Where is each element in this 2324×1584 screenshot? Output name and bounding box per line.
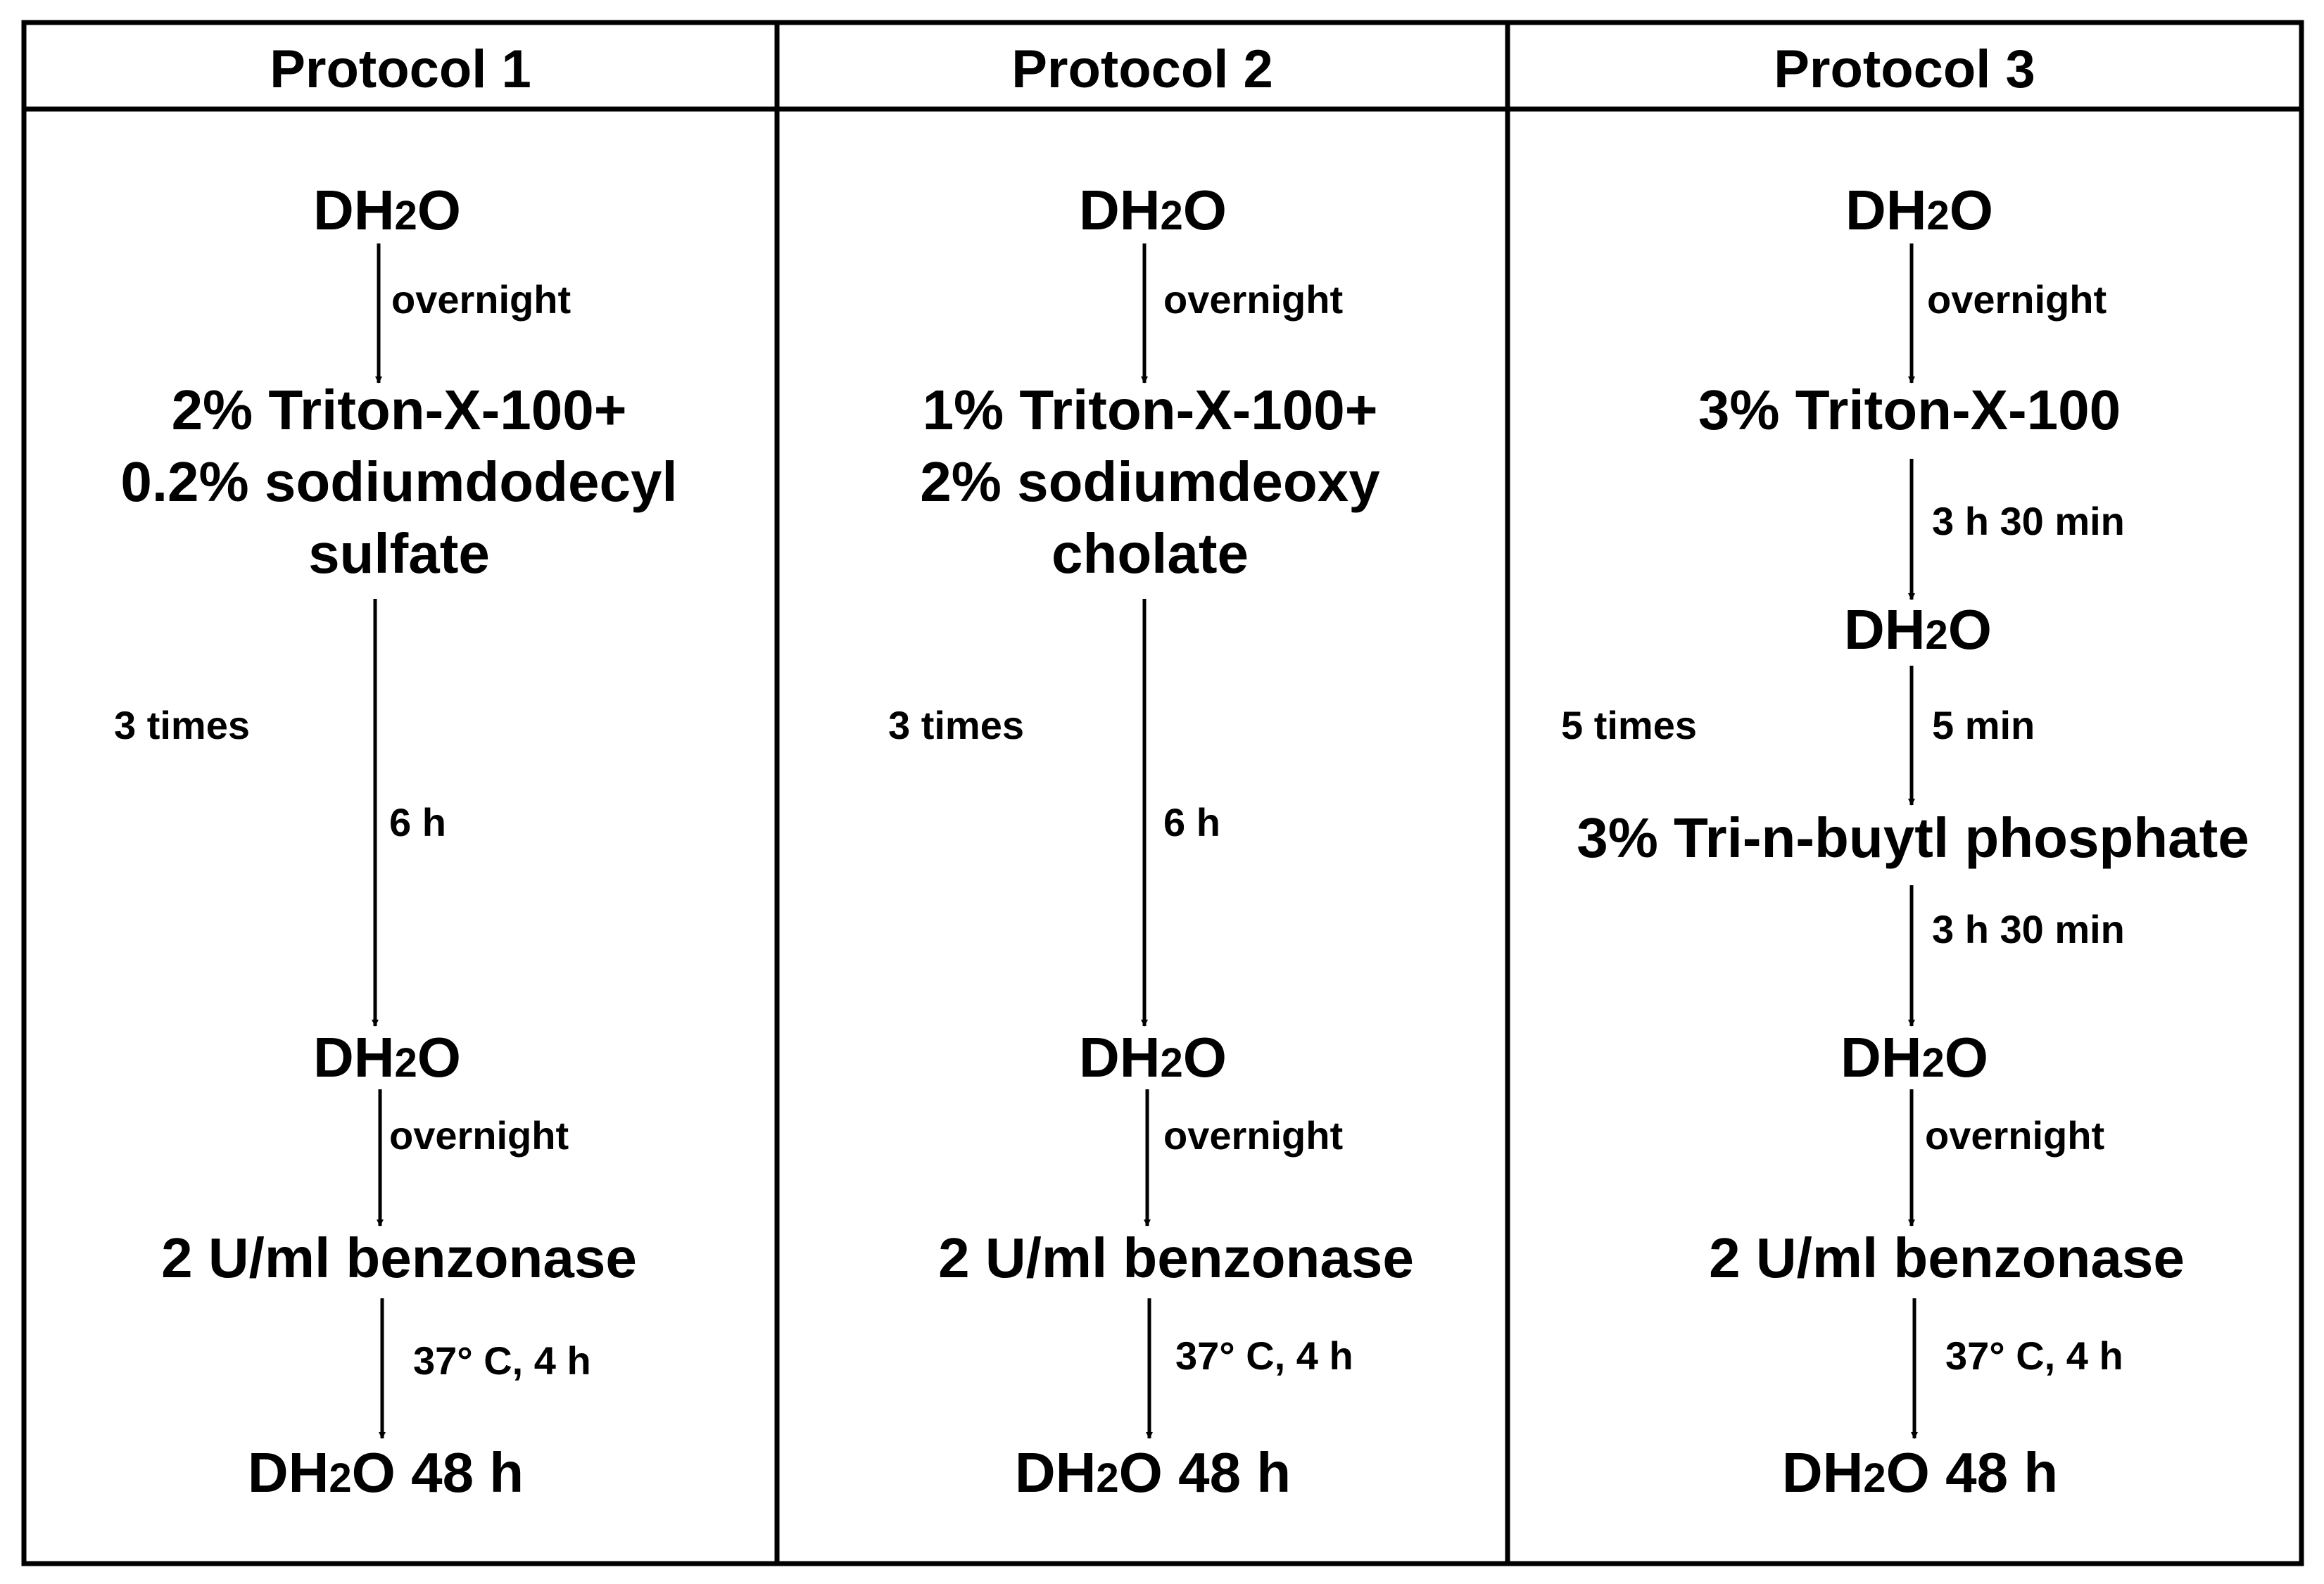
step-reagent: 1% Triton-X-100+ — [923, 379, 1378, 441]
step-reagent: 3% Triton-X-100 — [1698, 379, 2121, 441]
step-reagent: cholate — [1052, 522, 1249, 585]
step-reagent: 3% Tri-n-buytl phosphate — [1577, 806, 2249, 869]
step-time-label: 6 h — [1163, 800, 1220, 844]
step-dh2o: DH2O — [313, 179, 461, 241]
step-time-label: 3 h 30 min — [1932, 499, 2125, 543]
table-frame — [21, 20, 2304, 1566]
step-reagent: 2 U/ml benzonase — [1709, 1227, 2185, 1289]
step-reagent: sulfate — [308, 522, 490, 585]
step-reagent: 0.2% sodiumdodecyl — [120, 450, 677, 513]
step-reagent: 2 U/ml benzonase — [161, 1227, 637, 1289]
step-dh2o: DH2O — [1840, 1026, 1988, 1089]
repeat-label: 5 times — [1561, 703, 1697, 747]
step-time-label: overnight — [391, 277, 571, 322]
step-final: DH2O 48 h — [1015, 1441, 1291, 1504]
step-time-label: overnight — [389, 1113, 569, 1158]
step-time-label: 3 h 30 min — [1932, 907, 2125, 951]
step-dh2o: DH2O — [313, 1026, 461, 1089]
step-final: DH2O 48 h — [248, 1441, 524, 1504]
repeat-label: 3 times — [888, 703, 1024, 747]
repeat-label: 3 times — [114, 703, 250, 747]
step-reagent: 2% sodiumdeoxy — [920, 450, 1380, 513]
protocol-2-column: DH2O overnight 1% Triton-X-100+ 2% sodiu… — [888, 179, 1414, 1504]
step-dh2o: DH2O — [1844, 598, 1992, 661]
step-reagent: 2 U/ml benzonase — [938, 1227, 1414, 1289]
step-time-label: overnight — [1925, 1113, 2104, 1158]
step-reagent: 2% Triton-X-100+ — [172, 379, 627, 441]
step-dh2o: DH2O — [1079, 1026, 1227, 1089]
step-time-label: 6 h — [389, 800, 446, 844]
protocol-1-header: Protocol 1 — [270, 39, 531, 99]
step-time-label: 37° C, 4 h — [1175, 1333, 1353, 1378]
step-dh2o: DH2O — [1845, 179, 1993, 241]
protocol-3-header: Protocol 3 — [1774, 39, 2035, 99]
protocol-3-column: DH2O overnight 3% Triton-X-100 3 h 30 mi… — [1561, 179, 2249, 1504]
step-time-label: overnight — [1163, 1113, 1343, 1158]
protocol-2-header: Protocol 2 — [1011, 39, 1273, 99]
step-time-label: 5 min — [1932, 703, 2035, 747]
step-time-label: overnight — [1163, 277, 1343, 322]
protocol-1-column: DH2O overnight 2% Triton-X-100+ 0.2% sod… — [114, 179, 678, 1504]
step-time-label: 37° C, 4 h — [1945, 1333, 2123, 1378]
step-dh2o: DH2O — [1079, 179, 1227, 241]
step-time-label: overnight — [1927, 277, 2107, 322]
step-time-label: 37° C, 4 h — [413, 1338, 591, 1383]
step-final: DH2O 48 h — [1782, 1441, 2058, 1504]
